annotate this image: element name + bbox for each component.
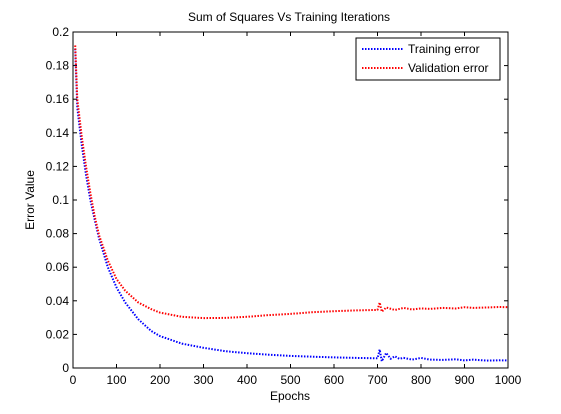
x-tick-label: 200: [150, 373, 170, 387]
y-tick-label: 0.06: [46, 260, 70, 274]
legend-box: [355, 37, 501, 81]
x-tick-label: 600: [324, 373, 344, 387]
y-tick-label: 0.04: [46, 294, 70, 308]
legend-label-validation: Validation error: [408, 61, 488, 75]
x-tick-label: 1000: [495, 373, 522, 387]
series-line-validation-error: [74, 45, 509, 320]
y-tick-label: 0: [62, 361, 69, 375]
y-axis-label: Error Value: [23, 170, 37, 230]
x-tick-label: 700: [367, 373, 387, 387]
y-tick-label: 0.14: [46, 126, 70, 140]
x-axis-ticks: 0 100 200 300 400 500 600 700 800 900 1000: [70, 32, 522, 387]
series-layer: [74, 45, 509, 363]
series-line-training-error: [74, 48, 509, 363]
y-axis-ticks: 0 0.02 0.04 0.06 0.08 0.1 0.12 0.14 0.16 0.18 0.2: [46, 25, 508, 375]
x-tick-label: 900: [454, 373, 474, 387]
y-tick-label: 0.16: [46, 92, 70, 106]
legend: Training error Validation error: [355, 37, 501, 81]
legend-label-training: Training error: [408, 42, 480, 56]
x-tick-label: 400: [237, 373, 257, 387]
y-tick-label: 0.2: [52, 25, 69, 39]
plot-area: [72, 31, 509, 369]
y-tick-label: 0.18: [46, 59, 70, 73]
y-tick-label: 0.1: [52, 193, 69, 207]
y-tick-label: 0.12: [46, 159, 70, 173]
x-tick-label: 100: [106, 373, 126, 387]
x-tick-label: 0: [70, 373, 77, 387]
x-tick-label: 800: [411, 373, 431, 387]
x-axis-label: Epochs: [270, 389, 310, 403]
y-tick-label: 0.02: [46, 327, 70, 341]
y-tick-label: 0.08: [46, 227, 70, 241]
chart-title: Sum of Squares Vs Training Iterations: [188, 10, 390, 24]
x-tick-label: 500: [280, 373, 300, 387]
x-tick-label: 300: [193, 373, 213, 387]
